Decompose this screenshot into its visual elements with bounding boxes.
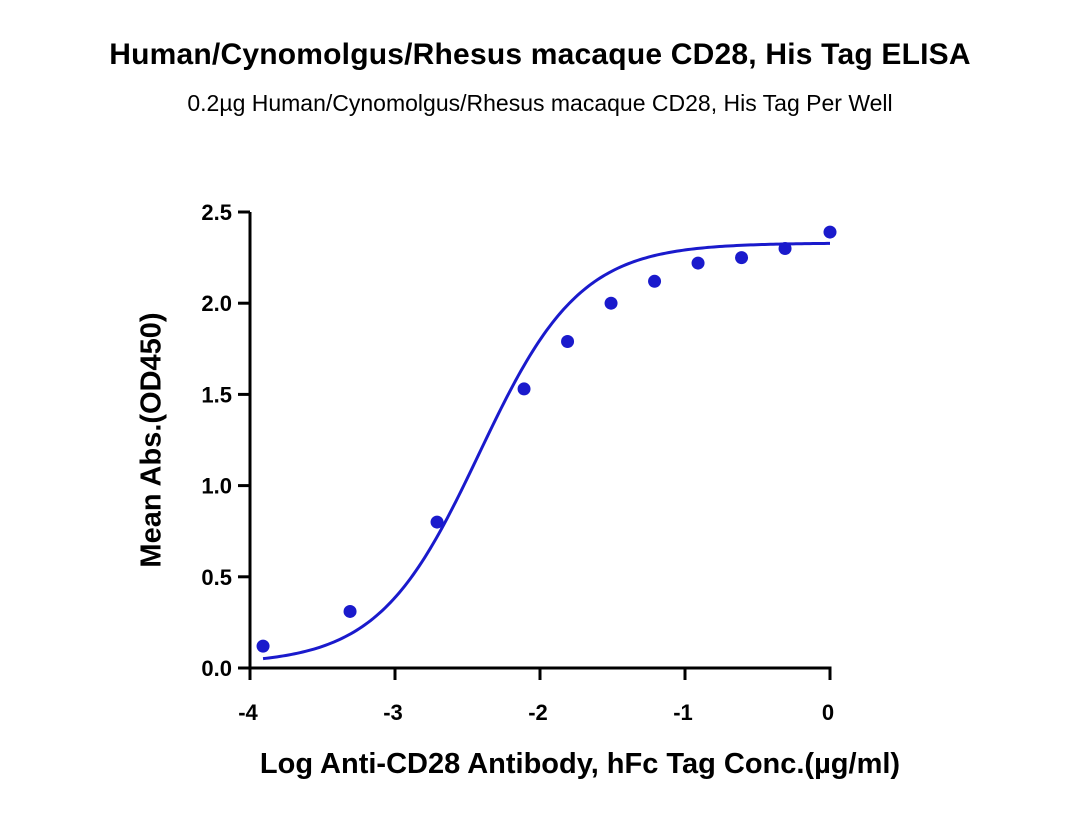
y-tick-label: 0.0 <box>201 656 232 681</box>
data-point <box>778 241 792 255</box>
data-point <box>430 515 444 529</box>
data-point <box>823 225 837 239</box>
data-point <box>517 382 531 396</box>
x-tick-label: -4 <box>238 700 258 725</box>
y-tick-label: 0.5 <box>201 565 232 590</box>
x-axis-label: Log Anti-CD28 Antibody, hFc Tag Conc.(µg… <box>259 748 901 780</box>
data-point <box>604 296 618 310</box>
data-point <box>256 639 270 653</box>
y-tick-label: 1.5 <box>201 382 232 407</box>
chart-title: Human/Cynomolgus/Rhesus macaque CD28, Hi… <box>109 38 971 71</box>
data-point <box>735 251 749 265</box>
chart-subtitle: 0.2µg Human/Cynomolgus/Rhesus macaque CD… <box>187 90 893 116</box>
x-tick-label: -3 <box>383 700 403 725</box>
data-point <box>343 604 357 618</box>
y-tick-label: 2.5 <box>201 200 232 225</box>
x-tick-label: -2 <box>528 700 548 725</box>
y-tick-label: 2.0 <box>201 291 232 316</box>
x-tick-label: -1 <box>673 700 693 725</box>
fit-curve <box>262 241 831 661</box>
x-tick-label: 0 <box>822 700 834 725</box>
y-tick-label: 1.0 <box>201 474 232 499</box>
data-point <box>648 274 662 288</box>
data-point <box>691 256 705 270</box>
data-point <box>561 335 575 349</box>
